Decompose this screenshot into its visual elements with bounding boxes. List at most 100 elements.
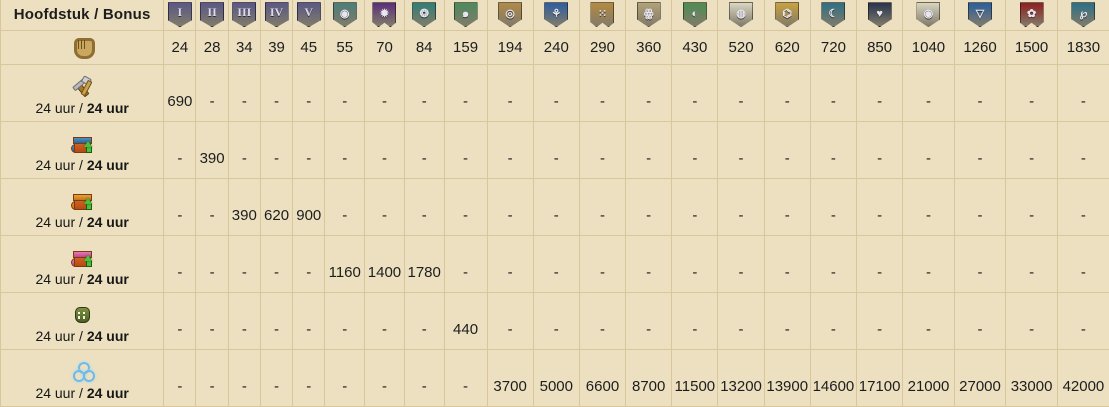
chapter-1-sigil: I	[177, 5, 183, 20]
bonus-value-cell: 13200	[717, 349, 765, 407]
header-chapter-elementals[interactable]: ⁙	[578, 0, 626, 31]
duration-base: 24 uur	[35, 384, 76, 401]
header-chapter-chapter20[interactable]: ▽	[953, 0, 1006, 31]
lyre-icon	[71, 35, 96, 59]
orange-chest-icon	[71, 190, 93, 212]
chapter-elementals-sigil: ⁙	[597, 8, 608, 21]
header-chapter-halflings[interactable]: ⚘	[532, 0, 580, 31]
chapter-amuni-crest-icon[interactable]: ꙮ	[636, 2, 661, 28]
duration-separator: /	[79, 156, 83, 173]
bonus-duration: 24 uur / 24 uur	[35, 214, 128, 230]
chapter-chapter20-crest-icon[interactable]: ▽	[968, 2, 993, 28]
chapter-dragons-crest-icon[interactable]: ◍	[729, 2, 754, 28]
chapter-sorcerers-crest-icon[interactable]: ◎	[498, 2, 523, 28]
bonus-value-cell: -	[953, 121, 1006, 179]
header-chapter-chapter22[interactable]: ℘	[1056, 0, 1109, 31]
chapter-chapter18-crest-icon[interactable]: ♥	[867, 2, 892, 28]
bonus-value-cell: -	[902, 178, 955, 236]
bonus-value-cell: -	[324, 178, 365, 236]
bonus-value-cell: -	[364, 64, 405, 122]
header-chapter-chapter21[interactable]: ✿	[1005, 0, 1058, 31]
culture-value-cell: 520	[717, 30, 765, 65]
bonus-value-cell: -	[292, 235, 325, 293]
bonus-value-cell: -	[809, 235, 857, 293]
bonus-value-cell: -	[259, 235, 293, 293]
blue-chest-icon	[71, 133, 93, 155]
header-chapter-chapter16[interactable]: ⌬	[763, 0, 811, 31]
bonus-value-cell: -	[1056, 121, 1109, 179]
bonus-value-cell: 6600	[578, 349, 626, 407]
chapter-chapter16-crest-icon[interactable]: ⌬	[775, 2, 800, 28]
bonus-value-cell: -	[671, 121, 718, 179]
bonus-value-cell: 5000	[532, 349, 580, 407]
header-chapter-chapter17[interactable]: ☾	[809, 0, 857, 31]
header-chapter-4[interactable]: IV	[259, 0, 293, 31]
header-chapter-2[interactable]: II	[195, 0, 229, 31]
culture-value-cell: 1500	[1005, 30, 1058, 65]
bonus-value-cell: -	[195, 292, 229, 350]
chapter-4-crest-icon[interactable]: IV	[264, 2, 289, 28]
chapter-chapter17-crest-icon[interactable]: ☾	[821, 2, 846, 28]
bonus-value-cell: -	[486, 121, 534, 179]
bonus-value-cell: -	[763, 178, 811, 236]
bonus-value-cell: 17100	[856, 349, 903, 407]
bonus-value-cell: -	[763, 235, 811, 293]
bonus-value-cell: 21000	[902, 349, 955, 407]
bonus-value-cell: -	[532, 292, 580, 350]
bonus-value-cell: -	[532, 121, 580, 179]
chapter-2-crest-icon[interactable]: II	[200, 2, 225, 28]
header-chapter-constructs[interactable]: ◐	[671, 0, 718, 31]
bonus-value-cell: -	[625, 178, 672, 236]
header-chapter-fairies[interactable]: ✹	[364, 0, 405, 31]
bonus-value-cell: -	[578, 178, 626, 236]
bonus-row-label: 24 uur / 24 uur	[0, 121, 164, 179]
chapter-1-crest-icon[interactable]: I	[167, 2, 192, 28]
table-row: 24 uur / 24 uur - -390 620 900- - - - - - - - - - - - - -…	[0, 178, 1109, 236]
culture-value-cell: 24	[163, 30, 196, 65]
culture-value-cell: 28	[195, 30, 229, 65]
header-chapter-5[interactable]: V	[292, 0, 325, 31]
chapter-constructs-crest-icon[interactable]: ◐	[682, 2, 707, 28]
header-chapter-amuni[interactable]: ꙮ	[625, 0, 672, 31]
mana-triskelion-icon	[71, 361, 96, 383]
chapter-3-crest-icon[interactable]: III	[232, 2, 257, 28]
header-chapter-chapter19[interactable]: ◉	[902, 0, 955, 31]
header-chapter-dragons[interactable]: ◍	[717, 0, 765, 31]
chapter-orcs-sigil: ❂	[419, 8, 429, 21]
bonus-value-cell: -	[163, 121, 196, 179]
chapter-halflings-crest-icon[interactable]: ⚘	[544, 2, 569, 28]
culture-value-cell: 1040	[902, 30, 955, 65]
bonus-value-cell: -	[443, 64, 488, 122]
chapter-fairies-crest-icon[interactable]: ✹	[372, 2, 397, 28]
chapter-dwarves-crest-icon[interactable]: ◉	[332, 2, 357, 28]
bonus-value-cell: -	[443, 121, 488, 179]
header-chapter-3[interactable]: III	[227, 0, 261, 31]
culture-value-cell: 720	[809, 30, 857, 65]
bonus-value-cell: -	[486, 178, 534, 236]
chapter-elementals-crest-icon[interactable]: ⁙	[590, 2, 615, 28]
bonus-value-cell: -	[403, 349, 445, 407]
chapter-chapter19-crest-icon[interactable]: ◉	[916, 2, 941, 28]
pink-chest-icon	[71, 247, 93, 269]
header-chapter-1[interactable]: I	[163, 0, 196, 31]
bonus-value-cell: -	[1005, 178, 1058, 236]
chapter-chapter22-crest-icon[interactable]: ℘	[1071, 2, 1096, 28]
culture-value-cell: 194	[486, 30, 534, 65]
chapter-orcs-crest-icon[interactable]: ❂	[412, 2, 437, 28]
chapter-chapter21-crest-icon[interactable]: ✿	[1019, 2, 1044, 28]
header-chapter-orcs[interactable]: ❂	[403, 0, 445, 31]
culture-row-label	[0, 30, 164, 65]
header-chapter-dwarves[interactable]: ◉	[324, 0, 365, 31]
header-chapter-woodelves[interactable]: ๑	[443, 0, 488, 31]
chapter-constructs-sigil: ◐	[691, 8, 699, 21]
bonus-value-cell: -	[227, 349, 261, 407]
table-row: 24 uur / 24 uur - - - - - - - -440- - - - - - - - - - - - -	[0, 292, 1109, 350]
duration-effective: 24 uur	[86, 384, 129, 401]
bonus-value-cell: -	[902, 64, 955, 122]
chapter-chapter21-sigil: ✿	[1026, 8, 1037, 21]
chapter-woodelves-crest-icon[interactable]: ๑	[453, 2, 478, 28]
chapter-5-crest-icon[interactable]: V	[296, 2, 321, 28]
bonus-value-cell: 1160	[324, 235, 365, 293]
header-chapter-chapter18[interactable]: ♥	[856, 0, 903, 31]
header-chapter-sorcerers[interactable]: ◎	[486, 0, 534, 31]
